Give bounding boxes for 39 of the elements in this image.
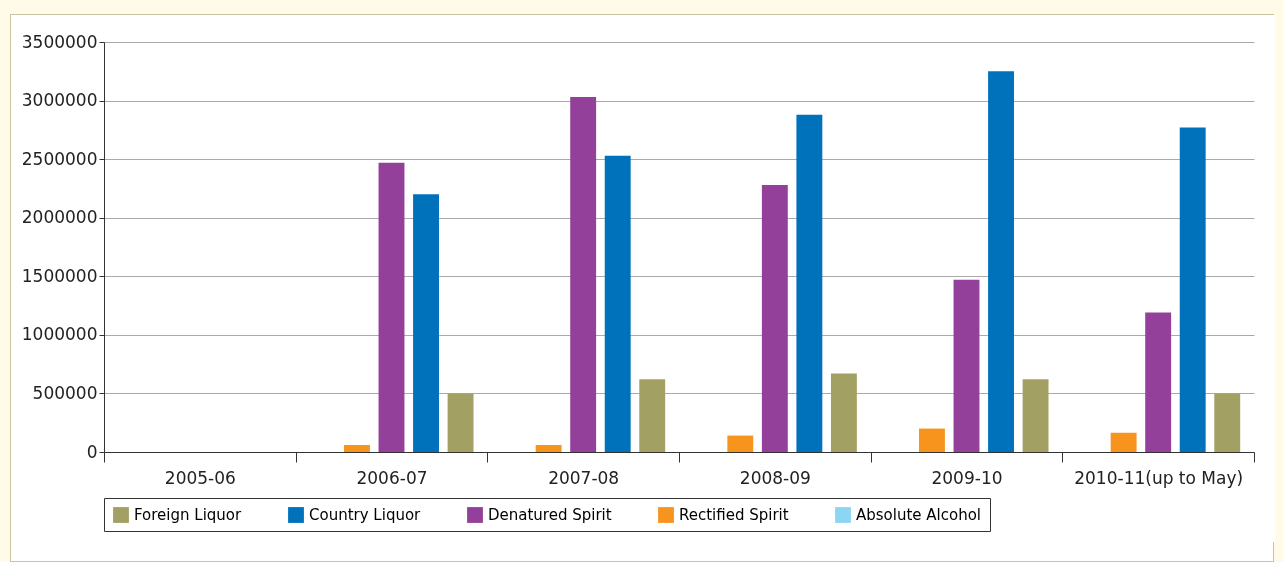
- y-tick-label: 1500000: [21, 265, 98, 286]
- bar: [604, 155, 631, 452]
- legend-label: Country Liquor: [309, 506, 422, 524]
- bar: [535, 444, 562, 452]
- bar: [1214, 393, 1241, 452]
- bar: [447, 393, 474, 452]
- legend-label: Rectified Spirit: [679, 506, 789, 524]
- bar: [378, 162, 405, 452]
- bar: [1110, 432, 1137, 452]
- x-tick-label: 2008-09: [739, 467, 811, 488]
- legend-label: Absolute Alcohol: [856, 506, 982, 524]
- x-tick-label: 2009-10: [931, 467, 1003, 488]
- legend-label: Denatured Spirit: [488, 506, 612, 524]
- x-tick-label: 2007-08: [548, 467, 620, 488]
- x-tick-label: 2010-11(up to May): [1074, 467, 1244, 488]
- x-tick-label: 2006-07: [356, 467, 428, 488]
- x-tick-label: 2005-06: [164, 467, 236, 488]
- bar: [1145, 312, 1172, 452]
- bar: [1179, 127, 1206, 452]
- y-tick-label: 3000000: [21, 90, 98, 111]
- bar: [761, 184, 788, 452]
- y-tick-label: 1000000: [21, 324, 98, 345]
- bar: [639, 379, 666, 452]
- y-tick-label: 2000000: [21, 207, 98, 228]
- y-tick-label: 2500000: [21, 148, 98, 169]
- bar: [570, 97, 597, 452]
- bar: [413, 194, 439, 452]
- bar: [727, 435, 754, 452]
- y-tick-label: 0: [86, 441, 98, 462]
- bar: [919, 428, 945, 452]
- bar: [796, 114, 823, 452]
- y-tick-label: 3500000: [21, 31, 98, 52]
- bar: [988, 71, 1014, 452]
- bar: [1022, 379, 1049, 452]
- bar: [953, 279, 980, 452]
- bar: [830, 373, 857, 452]
- legend-label: Foreign Liquor: [134, 506, 243, 524]
- bar: [344, 444, 370, 452]
- y-tick-label: 500000: [32, 382, 98, 403]
